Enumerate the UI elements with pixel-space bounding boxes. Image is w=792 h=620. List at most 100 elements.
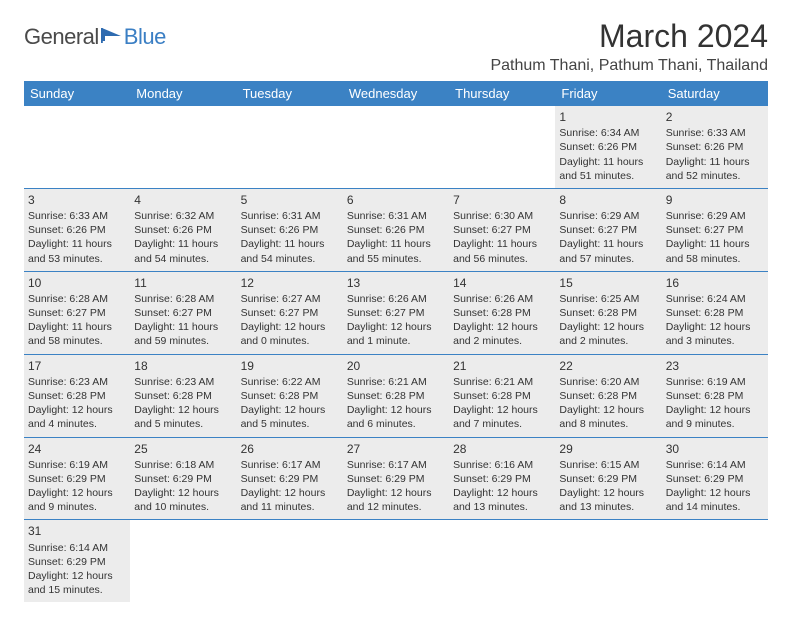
calendar-week-row: 1Sunrise: 6:34 AMSunset: 6:26 PMDaylight… bbox=[24, 106, 768, 188]
day-sunset: Sunset: 6:28 PM bbox=[453, 389, 551, 403]
day-sunset: Sunset: 6:29 PM bbox=[241, 472, 339, 486]
calendar-day-cell bbox=[662, 520, 768, 602]
calendar-week-row: 31Sunrise: 6:14 AMSunset: 6:29 PMDayligh… bbox=[24, 520, 768, 602]
day-number: 19 bbox=[241, 358, 339, 374]
calendar-day-cell: 10Sunrise: 6:28 AMSunset: 6:27 PMDayligh… bbox=[24, 271, 130, 354]
day-sunset: Sunset: 6:28 PM bbox=[559, 389, 657, 403]
day-sunrise: Sunrise: 6:16 AM bbox=[453, 458, 551, 472]
day-number: 28 bbox=[453, 441, 551, 457]
day-sunrise: Sunrise: 6:26 AM bbox=[453, 292, 551, 306]
day-sunrise: Sunrise: 6:20 AM bbox=[559, 375, 657, 389]
day-sunset: Sunset: 6:28 PM bbox=[134, 389, 232, 403]
title-block: March 2024 Pathum Thani, Pathum Thani, T… bbox=[490, 18, 768, 75]
day-sunrise: Sunrise: 6:21 AM bbox=[347, 375, 445, 389]
day-sunset: Sunset: 6:27 PM bbox=[559, 223, 657, 237]
calendar-day-cell: 21Sunrise: 6:21 AMSunset: 6:28 PMDayligh… bbox=[449, 354, 555, 437]
calendar-day-cell: 19Sunrise: 6:22 AMSunset: 6:28 PMDayligh… bbox=[237, 354, 343, 437]
day-sunset: Sunset: 6:28 PM bbox=[241, 389, 339, 403]
calendar-week-row: 17Sunrise: 6:23 AMSunset: 6:28 PMDayligh… bbox=[24, 354, 768, 437]
calendar-day-cell: 27Sunrise: 6:17 AMSunset: 6:29 PMDayligh… bbox=[343, 437, 449, 520]
day-sunset: Sunset: 6:26 PM bbox=[241, 223, 339, 237]
calendar-day-cell bbox=[24, 106, 130, 188]
day-number: 22 bbox=[559, 358, 657, 374]
calendar-day-cell: 16Sunrise: 6:24 AMSunset: 6:28 PMDayligh… bbox=[662, 271, 768, 354]
calendar-day-cell: 30Sunrise: 6:14 AMSunset: 6:29 PMDayligh… bbox=[662, 437, 768, 520]
calendar-day-cell bbox=[449, 106, 555, 188]
day-sunset: Sunset: 6:29 PM bbox=[28, 472, 126, 486]
day-sunrise: Sunrise: 6:29 AM bbox=[666, 209, 764, 223]
day-number: 21 bbox=[453, 358, 551, 374]
weekday-header: Friday bbox=[555, 81, 661, 106]
calendar-day-cell bbox=[343, 106, 449, 188]
day-sunset: Sunset: 6:27 PM bbox=[28, 306, 126, 320]
calendar-day-cell: 5Sunrise: 6:31 AMSunset: 6:26 PMDaylight… bbox=[237, 188, 343, 271]
day-sunrise: Sunrise: 6:25 AM bbox=[559, 292, 657, 306]
calendar-day-cell: 11Sunrise: 6:28 AMSunset: 6:27 PMDayligh… bbox=[130, 271, 236, 354]
day-number: 6 bbox=[347, 192, 445, 208]
day-sunset: Sunset: 6:29 PM bbox=[666, 472, 764, 486]
day-daylight: Daylight: 11 hours and 58 minutes. bbox=[28, 320, 126, 348]
day-number: 15 bbox=[559, 275, 657, 291]
day-sunrise: Sunrise: 6:27 AM bbox=[241, 292, 339, 306]
calendar-day-cell: 14Sunrise: 6:26 AMSunset: 6:28 PMDayligh… bbox=[449, 271, 555, 354]
day-daylight: Daylight: 11 hours and 54 minutes. bbox=[134, 237, 232, 265]
logo-text-general: General bbox=[24, 24, 99, 50]
day-sunset: Sunset: 6:26 PM bbox=[134, 223, 232, 237]
day-sunrise: Sunrise: 6:23 AM bbox=[28, 375, 126, 389]
calendar-day-cell: 20Sunrise: 6:21 AMSunset: 6:28 PMDayligh… bbox=[343, 354, 449, 437]
day-sunrise: Sunrise: 6:31 AM bbox=[241, 209, 339, 223]
location: Pathum Thani, Pathum Thani, Thailand bbox=[490, 57, 768, 75]
day-daylight: Daylight: 12 hours and 3 minutes. bbox=[666, 320, 764, 348]
day-sunrise: Sunrise: 6:33 AM bbox=[28, 209, 126, 223]
day-sunset: Sunset: 6:28 PM bbox=[559, 306, 657, 320]
day-sunrise: Sunrise: 6:33 AM bbox=[666, 126, 764, 140]
day-sunrise: Sunrise: 6:28 AM bbox=[134, 292, 232, 306]
day-number: 27 bbox=[347, 441, 445, 457]
weekday-header: Saturday bbox=[662, 81, 768, 106]
calendar-day-cell: 29Sunrise: 6:15 AMSunset: 6:29 PMDayligh… bbox=[555, 437, 661, 520]
day-number: 1 bbox=[559, 109, 657, 125]
day-number: 5 bbox=[241, 192, 339, 208]
day-daylight: Daylight: 12 hours and 11 minutes. bbox=[241, 486, 339, 514]
day-daylight: Daylight: 11 hours and 57 minutes. bbox=[559, 237, 657, 265]
calendar-day-cell: 7Sunrise: 6:30 AMSunset: 6:27 PMDaylight… bbox=[449, 188, 555, 271]
day-daylight: Daylight: 12 hours and 12 minutes. bbox=[347, 486, 445, 514]
day-sunrise: Sunrise: 6:17 AM bbox=[347, 458, 445, 472]
calendar-day-cell: 8Sunrise: 6:29 AMSunset: 6:27 PMDaylight… bbox=[555, 188, 661, 271]
logo-text-blue: Blue bbox=[124, 24, 166, 50]
calendar-day-cell: 18Sunrise: 6:23 AMSunset: 6:28 PMDayligh… bbox=[130, 354, 236, 437]
calendar-day-cell bbox=[130, 520, 236, 602]
day-number: 18 bbox=[134, 358, 232, 374]
calendar-day-cell bbox=[237, 106, 343, 188]
day-number: 7 bbox=[453, 192, 551, 208]
day-sunrise: Sunrise: 6:31 AM bbox=[347, 209, 445, 223]
day-number: 29 bbox=[559, 441, 657, 457]
day-sunrise: Sunrise: 6:14 AM bbox=[666, 458, 764, 472]
day-daylight: Daylight: 12 hours and 5 minutes. bbox=[241, 403, 339, 431]
day-daylight: Daylight: 12 hours and 2 minutes. bbox=[559, 320, 657, 348]
calendar-day-cell: 15Sunrise: 6:25 AMSunset: 6:28 PMDayligh… bbox=[555, 271, 661, 354]
day-sunrise: Sunrise: 6:29 AM bbox=[559, 209, 657, 223]
day-daylight: Daylight: 12 hours and 13 minutes. bbox=[453, 486, 551, 514]
day-number: 20 bbox=[347, 358, 445, 374]
calendar-header-row: SundayMondayTuesdayWednesdayThursdayFrid… bbox=[24, 81, 768, 106]
day-number: 9 bbox=[666, 192, 764, 208]
day-sunrise: Sunrise: 6:17 AM bbox=[241, 458, 339, 472]
day-number: 12 bbox=[241, 275, 339, 291]
day-sunset: Sunset: 6:28 PM bbox=[347, 389, 445, 403]
day-daylight: Daylight: 12 hours and 10 minutes. bbox=[134, 486, 232, 514]
day-sunset: Sunset: 6:26 PM bbox=[347, 223, 445, 237]
header: General Blue March 2024 Pathum Thani, Pa… bbox=[24, 18, 768, 75]
day-sunrise: Sunrise: 6:21 AM bbox=[453, 375, 551, 389]
calendar-week-row: 10Sunrise: 6:28 AMSunset: 6:27 PMDayligh… bbox=[24, 271, 768, 354]
day-number: 10 bbox=[28, 275, 126, 291]
calendar-day-cell bbox=[237, 520, 343, 602]
day-number: 17 bbox=[28, 358, 126, 374]
day-sunrise: Sunrise: 6:18 AM bbox=[134, 458, 232, 472]
day-number: 13 bbox=[347, 275, 445, 291]
day-sunset: Sunset: 6:28 PM bbox=[666, 389, 764, 403]
weekday-header: Thursday bbox=[449, 81, 555, 106]
calendar-day-cell: 12Sunrise: 6:27 AMSunset: 6:27 PMDayligh… bbox=[237, 271, 343, 354]
day-sunset: Sunset: 6:27 PM bbox=[134, 306, 232, 320]
day-sunrise: Sunrise: 6:15 AM bbox=[559, 458, 657, 472]
